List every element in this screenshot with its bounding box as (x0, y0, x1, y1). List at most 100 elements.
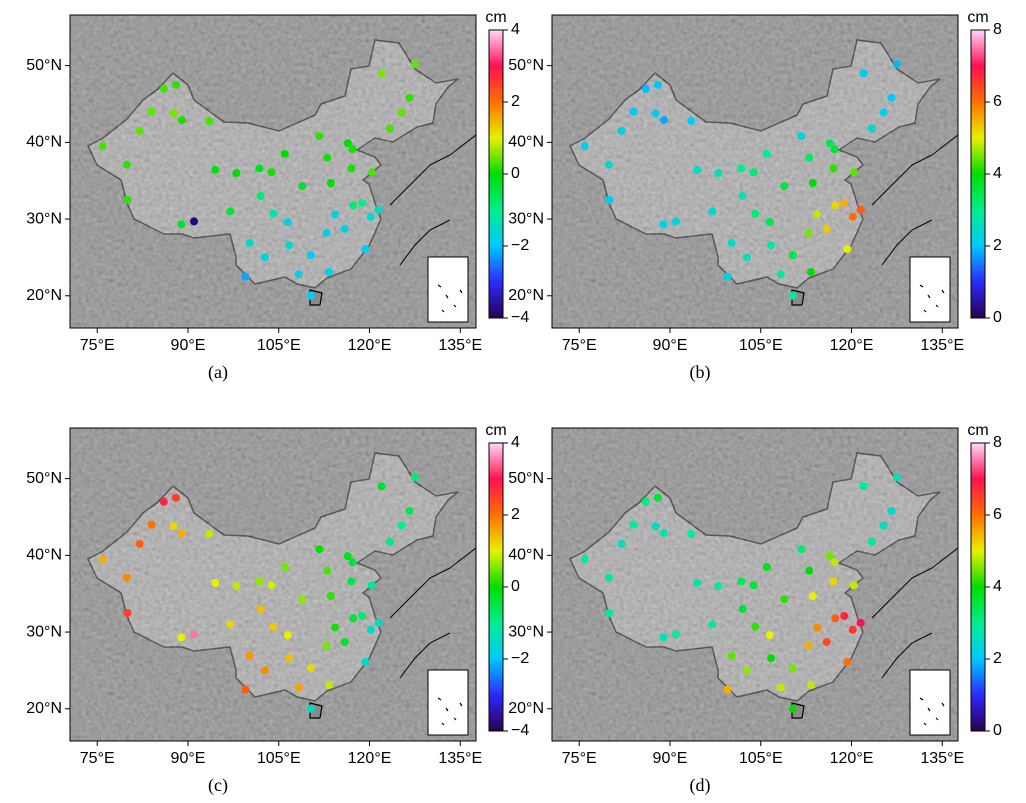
station-dot (708, 207, 716, 215)
colorbar-tick-label: 0 (511, 165, 520, 182)
x-tick-label: 90°E (171, 337, 206, 354)
station-dot (307, 664, 315, 672)
y-tick-label: 20°N (508, 700, 544, 717)
station-dot (805, 229, 813, 237)
colorbar (971, 443, 985, 731)
station-dot (211, 579, 219, 587)
station-dot (226, 207, 234, 215)
station-dot (178, 529, 186, 537)
station-dot (347, 164, 355, 172)
map-panel: 75°E90°E105°E120°E135°E20°N30°N40°N50°Nc… (508, 9, 1002, 383)
panel-caption: (a) (208, 362, 228, 383)
colorbar-tick-label: 2 (993, 650, 1002, 667)
y-tick-label: 50°N (508, 470, 544, 487)
station-dot (660, 116, 668, 124)
colorbar-tick-label: 4 (511, 21, 520, 38)
station-dot (232, 169, 240, 177)
station-dot (246, 652, 254, 660)
station-dot (659, 633, 667, 641)
station-dot (347, 577, 355, 585)
station-dot (807, 268, 815, 276)
colorbar-tick-label: 2 (511, 93, 520, 110)
station-dot (160, 498, 168, 506)
station-dot (723, 686, 731, 694)
x-tick-label: 105°E (739, 750, 783, 767)
station-dot (743, 253, 751, 261)
station-dot (672, 217, 680, 225)
station-dot (843, 245, 851, 253)
station-dot (708, 620, 716, 628)
station-dot (284, 218, 292, 226)
station-dot (295, 270, 303, 278)
station-dot (349, 201, 357, 209)
station-dot (226, 620, 234, 628)
station-dot (269, 210, 277, 218)
station-dot (378, 69, 386, 77)
y-tick-label: 30°N (508, 210, 544, 227)
station-dot (257, 605, 265, 613)
figure: 75°E 90°E 105°E 120°E 135°E 20°N 30°N 40°N 50°N c… (0, 0, 1026, 798)
x-tick-label: 90°E (171, 750, 206, 767)
station-dot (829, 164, 837, 172)
y-tick-label: 50°N (26, 57, 62, 74)
station-dot (739, 192, 747, 200)
station-dot (642, 498, 650, 506)
station-dot (766, 218, 774, 226)
station-dot (887, 507, 895, 515)
y-tick-label: 40°N (508, 134, 544, 151)
station-dot (780, 182, 788, 190)
station-dot (809, 179, 817, 187)
colorbar-tick-label: 4 (511, 434, 520, 451)
x-tick-label: 135°E (438, 750, 482, 767)
station-dot (868, 125, 876, 133)
station-dot (693, 166, 701, 174)
y-tick-label: 40°N (508, 547, 544, 564)
x-tick-label: 75°E (80, 337, 115, 354)
station-dot (789, 292, 797, 300)
colorbar-tick-label: 4 (993, 165, 1002, 182)
station-dot (341, 225, 349, 233)
station-dot (805, 154, 813, 162)
x-tick-label: 105°E (257, 337, 301, 354)
station-dot (857, 206, 865, 214)
station-dot (136, 540, 144, 548)
y-tick-label: 50°N (26, 470, 62, 487)
station-dot (605, 609, 613, 617)
station-dot (849, 213, 857, 221)
station-dot (307, 292, 315, 300)
station-dot (831, 614, 839, 622)
station-dot (687, 530, 695, 538)
station-dot (241, 273, 249, 281)
station-dot (255, 577, 263, 585)
station-dot (831, 558, 839, 566)
colorbar (489, 30, 503, 318)
station-dot (368, 581, 376, 589)
station-dot (831, 201, 839, 209)
x-tick-label: 90°E (653, 337, 688, 354)
station-dot (323, 229, 331, 237)
station-dot (267, 581, 275, 589)
station-dot (581, 142, 589, 150)
station-dot (805, 567, 813, 575)
x-tick-label: 120°E (348, 750, 392, 767)
colorbar-tick-label: 2 (993, 237, 1002, 254)
station-dot (99, 142, 107, 150)
station-dot (257, 192, 265, 200)
station-dot (737, 577, 745, 585)
colorbar-unit: cm (967, 422, 988, 439)
colorbar-tick-label: 8 (993, 21, 1002, 38)
station-dot (777, 683, 785, 691)
station-dot (285, 654, 293, 662)
station-dot (789, 251, 797, 259)
y-tick-label: 50°N (508, 57, 544, 74)
station-dot (654, 494, 662, 502)
station-dot (327, 592, 335, 600)
colorbar-unit: cm (485, 9, 506, 26)
station-dot (261, 666, 269, 674)
station-dot (205, 117, 213, 125)
station-dot (605, 161, 613, 169)
x-tick-label: 120°E (830, 337, 874, 354)
station-dot (411, 473, 419, 481)
colorbar-tick-label: 8 (993, 434, 1002, 451)
station-dot (659, 220, 667, 228)
